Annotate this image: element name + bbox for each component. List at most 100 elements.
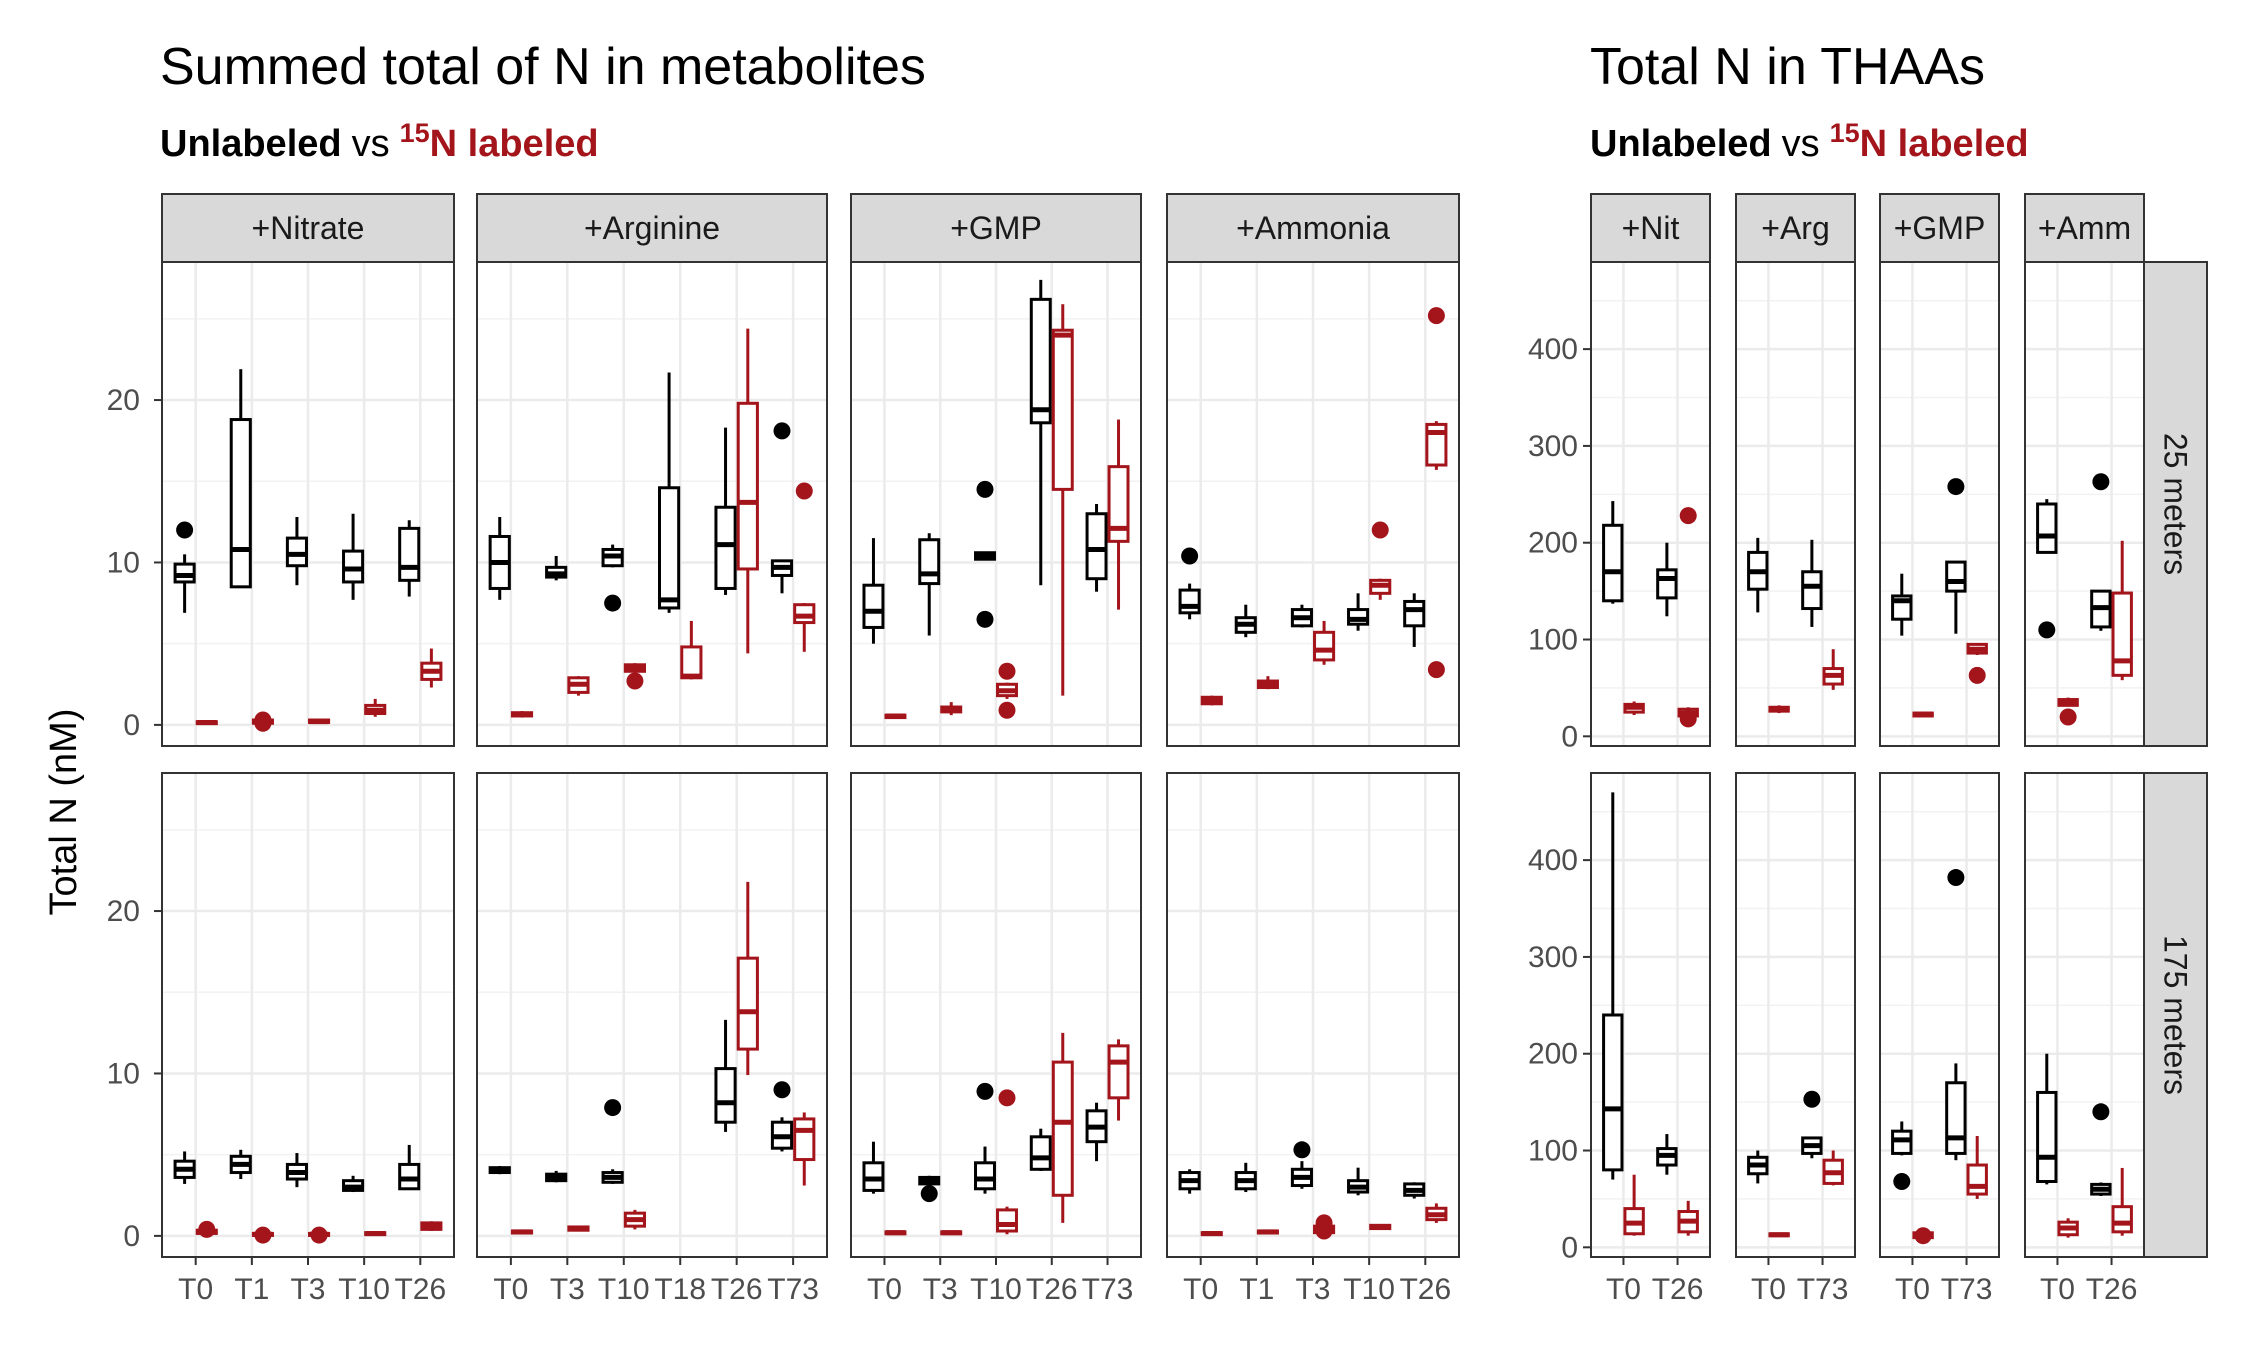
box-t10-labeled (623, 663, 647, 690)
box-t0-unlabeled (1747, 537, 1769, 613)
box-t73-labeled (1107, 419, 1130, 610)
strip-nit: +Nit (1590, 193, 1711, 263)
x-tick-label: T73 (767, 1273, 819, 1306)
x-tick-label: T26 (2086, 1273, 2138, 1306)
box-outlier (2038, 621, 2056, 639)
box-outlier (998, 662, 1016, 680)
box-t10-unlabeled (342, 1175, 365, 1193)
box-t3-unlabeled (1290, 1141, 1313, 1189)
panel-nitrate-175-meters: T0 T1 T3 T10 T26 0 10 20 (107, 772, 455, 1306)
box-t0-labeled (2057, 697, 2079, 726)
box-t3-labeled (1313, 1214, 1336, 1240)
box-t26-unlabeled (2090, 473, 2112, 631)
box-outlier (976, 610, 994, 628)
box-t26-unlabeled (1029, 279, 1052, 586)
panel-border (476, 772, 828, 1258)
box-outlier (2059, 708, 2077, 726)
box-outlier (1181, 547, 1199, 565)
row-strip-175-meters: 175 meters (2143, 772, 2208, 1258)
box-t73-unlabeled (1085, 504, 1108, 592)
y-tick-label: 20 (107, 895, 140, 928)
box-t73-labeled (1822, 1150, 1844, 1186)
panel-nit-25-meters: 0 100 200 300 400 (1528, 261, 1711, 753)
box-outlier (976, 1082, 994, 1100)
box-body (918, 538, 941, 586)
right-chart-title: Total N in THAAs (1590, 38, 1985, 96)
box-t10-labeled (996, 662, 1018, 719)
box-body (2036, 1090, 2058, 1183)
box-t26-unlabeled (1403, 1182, 1426, 1199)
x-tick-label: T10 (338, 1273, 390, 1306)
box-body (1178, 588, 1201, 615)
x-tick-label: T0 (1751, 1273, 1786, 1306)
box-body (996, 1208, 1018, 1233)
box-t3-labeled (940, 702, 963, 716)
box-t10-labeled (623, 1209, 647, 1230)
y-tick-label: 20 (107, 384, 140, 417)
box-outlier (1947, 478, 1965, 496)
box-outlier (1893, 1172, 1911, 1190)
box-outlier (310, 1226, 328, 1244)
box-outlier (1803, 1090, 1821, 1108)
y-tick-label: 100 (1528, 1135, 1578, 1168)
panel-border (1735, 261, 1856, 747)
panel-background (1591, 262, 1710, 746)
box-body (1107, 1044, 1130, 1100)
box-t26-labeled (2111, 540, 2133, 681)
strip-label: +Nitrate (252, 210, 365, 246)
x-tick-label: T0 (1895, 1273, 1930, 1306)
y-tick-label: 0 (1561, 1231, 1578, 1264)
panel-border (1590, 261, 1711, 747)
box-t0-labeled (510, 711, 534, 718)
strip-label: +Arginine (584, 210, 720, 246)
box-body (1107, 465, 1130, 543)
strip-gmp: +GMP (850, 193, 1142, 263)
panel-background (477, 262, 827, 746)
strip-nitrate: +Nitrate (161, 193, 455, 263)
panel-arg-25-meters (1735, 261, 1856, 747)
box-t26-labeled (1425, 1203, 1448, 1223)
box-t73-unlabeled (1085, 1102, 1108, 1162)
box-t3-unlabeled (545, 1170, 568, 1183)
x-tick-label: T18 (654, 1273, 706, 1306)
box-t26-unlabeled (1403, 593, 1426, 647)
x-tick-label: T26 (394, 1273, 446, 1306)
panel-ammonia-175-meters: T0 T1 T3 T10 T26 (1166, 772, 1460, 1306)
strip-arg: +Arg (1735, 193, 1856, 263)
panel-background (2025, 773, 2144, 1257)
box-t73-labeled (1107, 1039, 1130, 1121)
row-strip-label: 175 meters (2158, 935, 2194, 1095)
strip-arginine: +Arginine (476, 193, 828, 263)
panel-gmp-175-meters: T0 T3 T10 T26 T73 (850, 772, 1142, 1306)
box-outlier (2092, 1103, 2110, 1121)
y-tick-label: 300 (1528, 941, 1578, 974)
box-t0-unlabeled (1178, 547, 1201, 620)
box-body (862, 583, 885, 629)
row-strip-background (2143, 772, 2208, 1258)
box-t73-unlabeled (1801, 1090, 1823, 1159)
box-t3-labeled (1313, 620, 1336, 665)
box-t0-unlabeled (173, 521, 196, 613)
box-body (657, 486, 681, 610)
y-tick-label: 0 (1561, 720, 1578, 753)
box-t26-labeled (1051, 304, 1074, 696)
box-outlier (1315, 1222, 1333, 1240)
box-body (1602, 1013, 1624, 1172)
box-t10-labeled (1369, 521, 1392, 600)
x-tick-label: T10 (598, 1273, 650, 1306)
strip-amm: +Amm (2024, 193, 2145, 263)
y-tick-label: 400 (1528, 844, 1578, 877)
box-t3-labeled (308, 1226, 331, 1244)
box-t26-labeled (1425, 307, 1448, 679)
box-t0-labeled (1912, 1227, 1934, 1245)
box-body (2111, 1205, 2133, 1234)
box-t26-labeled (736, 328, 759, 654)
box-t10-unlabeled (342, 513, 365, 600)
box-t26-labeled (1051, 1032, 1074, 1223)
box-body (714, 1067, 737, 1124)
box-body (1051, 328, 1074, 491)
panel-gmp-25-meters (1879, 261, 2000, 747)
strip-background (161, 193, 455, 263)
box-t10-unlabeled (974, 480, 996, 628)
